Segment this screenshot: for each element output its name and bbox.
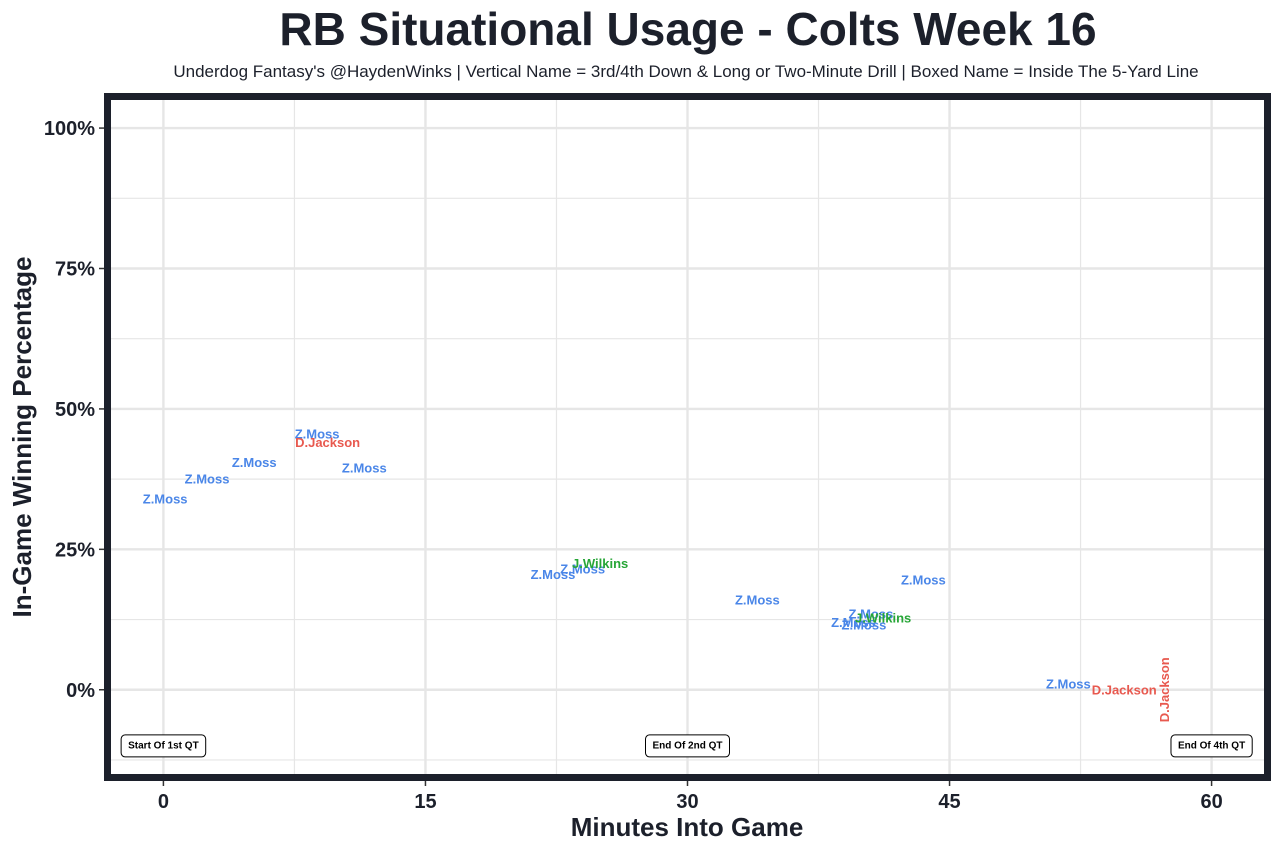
- y-axis-title: In-Game Winning Percentage: [7, 257, 37, 618]
- data-point-label: Z.Moss: [232, 455, 277, 470]
- data-point-label: Z.Moss: [342, 460, 387, 475]
- data-point-label: Z.Moss: [849, 606, 894, 621]
- data-point-label: Z.Moss: [295, 427, 340, 442]
- data-point-label: D.Jackson: [295, 435, 360, 450]
- data-point-label: Z.Moss: [1046, 677, 1091, 692]
- data-point-label: Z.Moss: [143, 491, 188, 506]
- annotation-box: [1170, 734, 1253, 758]
- data-point-label: Z.Moss: [560, 561, 605, 576]
- y-tick-label: 0%: [66, 680, 95, 702]
- chart-subtitle: Underdog Fantasy's @HaydenWinks | Vertic…: [173, 62, 1199, 81]
- point-layer: Z.MossZ.MossZ.MossZ.MossD.JacksonZ.MossZ…: [143, 427, 1172, 723]
- y-tick-label: 25%: [55, 539, 95, 561]
- data-point-label: J.Wilkins: [572, 556, 628, 571]
- data-point-label: Z.Moss: [531, 567, 576, 582]
- data-point-label: Z.Moss: [842, 618, 887, 633]
- y-tick-label: 100%: [44, 118, 95, 140]
- x-tick-label: 30: [676, 791, 698, 813]
- annotation-box: [120, 734, 207, 758]
- data-point-label: Z.Moss: [901, 573, 946, 588]
- quarter-annotation: Start Of 1st QT: [120, 734, 207, 758]
- x-tick-label: 45: [938, 791, 960, 813]
- x-tick-label: 0: [158, 791, 169, 813]
- annotation-box: [645, 734, 730, 758]
- data-point-label: Z.Moss: [735, 592, 780, 607]
- data-point-label: Z.Moss: [831, 615, 876, 630]
- x-tick-label: 60: [1200, 791, 1222, 813]
- y-tick-label: 75%: [55, 259, 95, 281]
- quarter-annotation: End Of 4th QT: [1170, 734, 1253, 758]
- plot-frame: [104, 93, 1271, 781]
- data-point-label: J.Wilkins: [855, 610, 911, 625]
- y-tick-label: 50%: [55, 399, 95, 421]
- annotation-label: End Of 2nd QT: [653, 740, 723, 751]
- grid-layer: [111, 100, 1264, 774]
- quarter-annotation: End Of 2nd QT: [645, 734, 730, 758]
- chart-title: RB Situational Usage - Colts Week 16: [279, 3, 1097, 55]
- annotation-label: End Of 4th QT: [1178, 740, 1245, 751]
- x-axis-title: Minutes Into Game: [571, 812, 804, 842]
- data-point-label: Z.Moss: [185, 472, 230, 487]
- annotation-label: Start Of 1st QT: [128, 740, 199, 751]
- annotation-layer: Start Of 1st QT End Of 2nd QT End Of 4th Q…: [120, 734, 1253, 758]
- tick-layer: 0 15 30 45 60 0% 25% 50% 75% 100%: [44, 118, 1223, 813]
- data-point-label: D.Jackson: [1157, 657, 1172, 722]
- x-tick-label: 15: [414, 791, 436, 813]
- data-point-label: D.Jackson: [1092, 682, 1157, 697]
